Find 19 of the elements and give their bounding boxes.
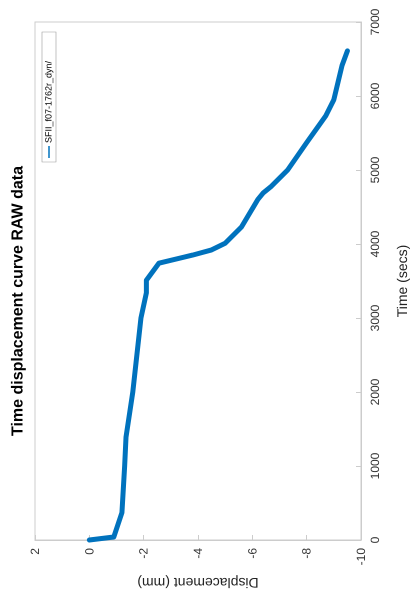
y-tick-label: 5000: [368, 156, 382, 184]
y-tick-label: 3000: [368, 304, 382, 332]
x-tick-label: -10: [354, 548, 368, 566]
y-tick-label: 6000: [368, 82, 382, 110]
y-tick-label: 1000: [368, 452, 382, 480]
y-tick-label: 2000: [368, 378, 382, 406]
x-tick-label: -6: [245, 548, 260, 559]
x-tick-label: -8: [300, 548, 314, 559]
y-tick-label: 7000: [368, 8, 382, 36]
x-tick-label: 2: [28, 548, 42, 555]
text: SFII_f07-1762r_dyn/: [44, 60, 54, 143]
y-tick-label: 0: [368, 536, 382, 544]
y-tick-label: 4000: [368, 230, 382, 258]
y-axis-title: Time (secs): [394, 244, 410, 318]
x-tick-label: -4: [191, 548, 205, 559]
text: Time displacement curve RAW data: [10, 166, 26, 436]
x-tick-label: -2: [136, 548, 151, 559]
x-tick-label: 0: [82, 548, 96, 555]
x-axis-title: Displacement (mm): [137, 575, 259, 591]
